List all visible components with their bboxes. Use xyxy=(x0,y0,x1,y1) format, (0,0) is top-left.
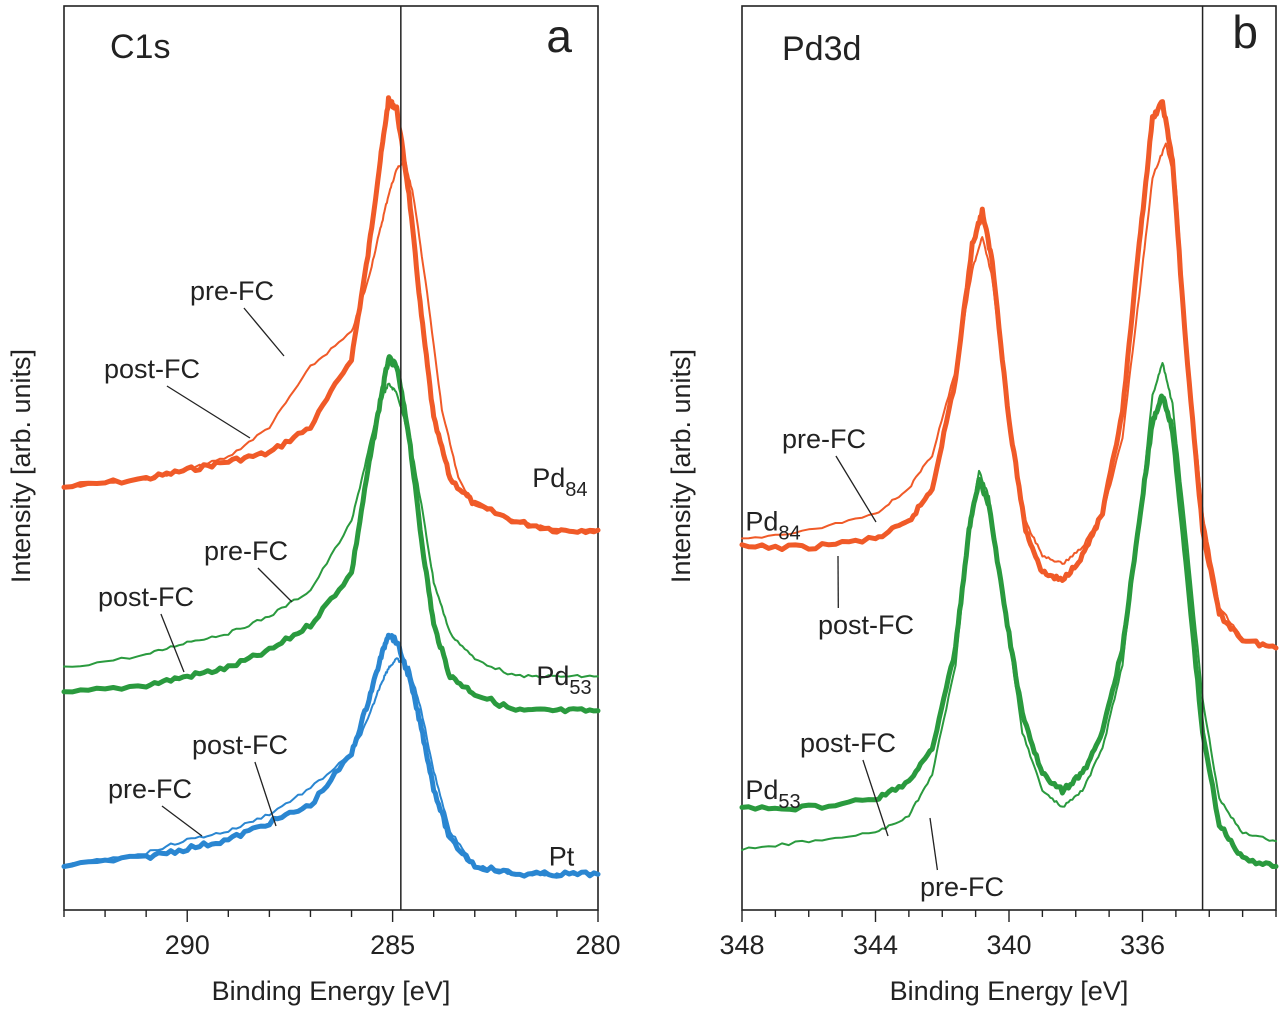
y-axis-label: Intensity [arb. units] xyxy=(666,349,696,583)
x-axis-label: Binding Energy [eV] xyxy=(212,976,451,1006)
annotation-leader xyxy=(166,385,251,439)
panel-b: 348 344 340 336 Binding Energy [eV] Intensity… xyxy=(666,5,1279,1006)
x-tick-label: 280 xyxy=(575,930,620,960)
sample-label: Pd53 xyxy=(536,661,591,699)
y-axis-label: Intensity [arb. units] xyxy=(6,349,36,583)
annotation-post-fc: post-FC xyxy=(192,730,288,760)
x-tick-label: 340 xyxy=(986,930,1031,960)
plot-frame xyxy=(63,5,599,911)
panel-letter: a xyxy=(546,10,572,62)
annotation-post-fc: post-FC xyxy=(98,582,194,612)
x-axis-label: Binding Energy [eV] xyxy=(890,976,1129,1006)
panel-a: 290 285 280 Binding Energy [eV] Intensity [a… xyxy=(6,5,621,1006)
series-pd53-pre-fc xyxy=(741,362,1277,851)
annotation-leader xyxy=(160,613,185,673)
annotation-pre-fc: pre-FC xyxy=(108,774,192,804)
annotation-leader xyxy=(254,761,277,827)
series-pd84-pre-fc xyxy=(741,142,1277,649)
annotation-leader xyxy=(929,817,939,871)
annotation-post-fc: post-FC xyxy=(818,610,914,640)
panel-letter: b xyxy=(1232,6,1258,58)
x-tick-label: 290 xyxy=(165,930,210,960)
series-pd53-pre-fc xyxy=(63,382,599,679)
annotation-pre-fc: pre-FC xyxy=(782,424,866,454)
panel-title: C1s xyxy=(110,28,170,66)
series-pd53-post-fc xyxy=(61,354,601,715)
x-tick-label: 336 xyxy=(1120,930,1165,960)
annotation-post-fc: post-FC xyxy=(800,728,896,758)
x-tick-label: 348 xyxy=(719,930,764,960)
annotation-pre-fc: pre-FC xyxy=(190,276,274,306)
annotation-leader xyxy=(257,567,293,603)
series-pd53-post-fc xyxy=(739,393,1279,869)
annotation-post-fc: post-FC xyxy=(104,354,200,384)
sample-label: Pd84 xyxy=(532,463,587,501)
annotation-leader xyxy=(835,455,877,523)
annotation-pre-fc: pre-FC xyxy=(204,536,288,566)
series-pd84-pre-fc xyxy=(63,158,599,533)
series-pd84-post-fc xyxy=(739,99,1279,651)
sample-label: Pt xyxy=(549,842,575,872)
annotation-leader xyxy=(161,805,203,837)
sample-label: Pd84 xyxy=(745,506,800,544)
annotation-leader xyxy=(862,759,889,837)
panel-title: Pd3d xyxy=(782,30,861,68)
annotation-pre-fc: pre-FC xyxy=(920,872,1004,902)
x-tick-label: 344 xyxy=(853,930,898,960)
x-tick-label: 285 xyxy=(370,930,415,960)
series-pt-post-fc xyxy=(61,632,601,879)
series-pt-pre-fc xyxy=(63,657,599,877)
annotation-leader xyxy=(243,307,285,357)
series-pd84-post-fc xyxy=(61,95,601,536)
